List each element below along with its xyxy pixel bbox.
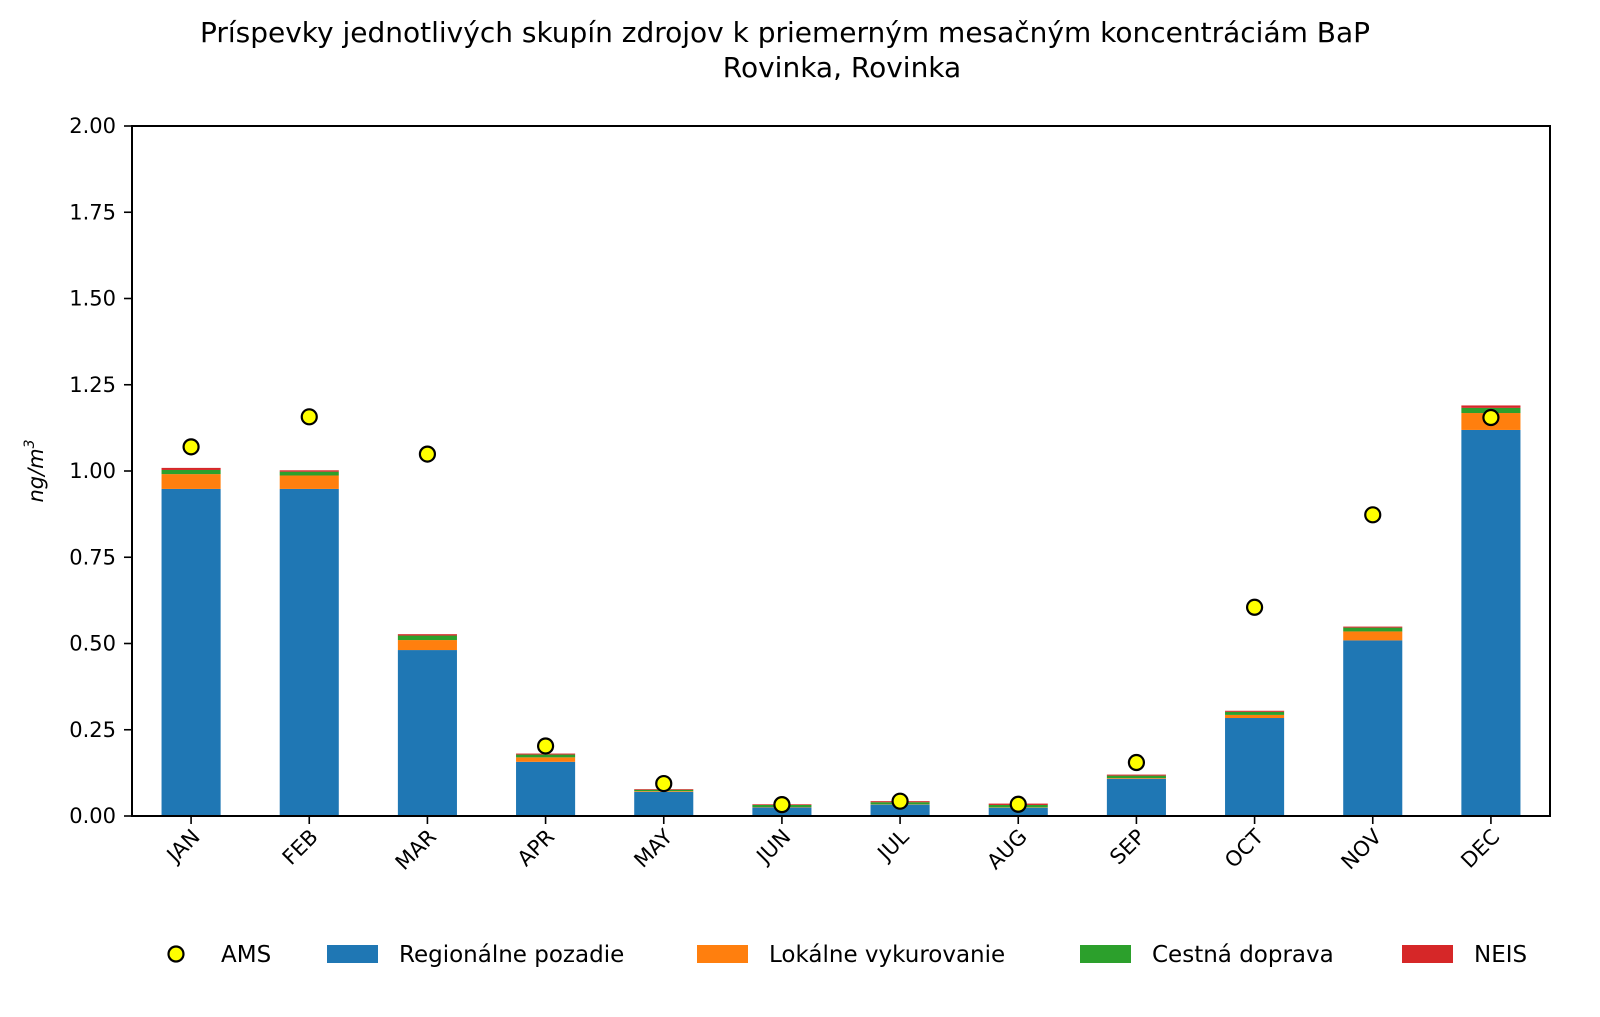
x-tick-label: AUG: [982, 825, 1032, 875]
y-tick-label: 0.75: [69, 545, 116, 569]
bar-segment-nov-0: [1343, 640, 1403, 816]
y-tick-label: 0.00: [69, 804, 116, 828]
bars-group: [161, 405, 1521, 816]
y-axis-label-text: ng/m: [24, 448, 48, 502]
bar-segment-nov-1: [1343, 631, 1403, 641]
ams-points-group: [182, 408, 1500, 814]
ams-point-sep: [1127, 753, 1146, 772]
y-tick-label: 1.75: [69, 200, 116, 224]
bar-segment-jan-1: [161, 474, 221, 489]
bar-segment-mar-1: [397, 640, 457, 651]
bar-segment-jan-0: [161, 488, 221, 816]
ams-point-jul: [891, 792, 909, 810]
x-tick-label: JUN: [751, 825, 796, 870]
ams-point-apr: [536, 737, 555, 755]
y-axis-label-superscript: 3: [22, 439, 38, 448]
ams-point-may: [655, 774, 673, 793]
bar-segment-feb-2: [279, 471, 339, 476]
bar-segment-apr-2: [516, 754, 576, 758]
bar-segment-nov-3: [1343, 626, 1403, 628]
y-tick-label: 1.00: [69, 459, 116, 483]
legend-swatch-2: [697, 945, 748, 963]
bar-segment-sep-2: [1106, 775, 1166, 779]
bar-segment-sep-3: [1106, 774, 1166, 776]
legend-marker-ams: [167, 945, 185, 963]
y-tick-label: 0.50: [69, 632, 116, 656]
ams-point-jun: [773, 796, 791, 814]
ams-point-oct: [1245, 598, 1264, 616]
bar-segment-sep-0: [1106, 778, 1166, 816]
bar-segment-mar-2: [397, 635, 457, 641]
x-tick-label: NOV: [1337, 824, 1387, 874]
legend-swatch-1: [327, 945, 378, 963]
x-tick-label: JUL: [872, 824, 914, 866]
y-axis: 0.00 0.25 0.50 0.75 1.00 1.25 1.50 1.75 2.00: [69, 114, 132, 828]
x-tick-label: FEB: [278, 825, 323, 870]
bar-segment-jul-0: [870, 804, 930, 816]
bar-segment-oct-3: [1225, 710, 1285, 712]
x-tick-label: MAR: [391, 825, 441, 875]
plot-frame: [131, 125, 1551, 817]
bar-segment-jan-3: [161, 467, 221, 470]
bar-segment-jan-2: [161, 469, 221, 475]
x-tick-label: OCT: [1220, 824, 1268, 872]
bar-segment-oct-1: [1225, 714, 1285, 719]
bar-segment-nov-2: [1343, 627, 1403, 632]
legend-swatch-3: [1080, 945, 1131, 963]
legend: AMS Regionálne pozadie Lokálne vykurovanie…: [167, 942, 1527, 968]
x-axis: JAN FEB MAR APR MAY JUN JUL AUG SEP OCT NOV DEC: [161, 816, 1504, 875]
legend-label-3: Cestná doprava: [1152, 942, 1334, 968]
x-tick-label: SEP: [1105, 825, 1150, 870]
legend-label-4: NEIS: [1474, 942, 1527, 968]
legend-label-1: Regionálne pozadie: [399, 942, 624, 968]
bar-segment-sep-1: [1106, 778, 1166, 779]
y-tick-label: 1.50: [69, 287, 116, 311]
legend-label-0: AMS: [221, 942, 271, 968]
bar-segment-oct-0: [1225, 718, 1285, 816]
bar-segment-apr-0: [516, 761, 576, 816]
chart-subtitle: Rovinka, Rovinka: [723, 51, 961, 84]
x-tick-label: JAN: [161, 825, 205, 869]
ams-point-dec: [1482, 408, 1500, 427]
ams-point-mar: [418, 445, 437, 463]
x-tick-label: MAY: [629, 824, 677, 872]
x-tick-label: DEC: [1456, 825, 1504, 873]
bar-segment-mar-0: [397, 650, 457, 816]
y-tick-label: 2.00: [69, 114, 116, 138]
ams-point-nov: [1364, 506, 1382, 524]
ams-point-aug: [1009, 795, 1027, 813]
x-tick-label: APR: [513, 825, 559, 871]
bar-segment-mar-3: [397, 634, 457, 636]
bar-segment-may-0: [634, 791, 694, 816]
legend-label-2: Lokálne vykurovanie: [769, 942, 1005, 968]
legend-swatch-4: [1402, 945, 1453, 963]
bar-segment-feb-1: [279, 475, 339, 489]
bar-segment-dec-3: [1461, 405, 1521, 408]
bar-segment-oct-2: [1225, 711, 1285, 715]
y-tick-label: 1.25: [69, 373, 116, 397]
bar-segment-apr-1: [516, 757, 576, 762]
ams-point-feb: [300, 408, 318, 426]
y-axis-label: ng/m3: [22, 439, 48, 502]
ams-point-jan: [182, 438, 200, 456]
bar-segment-feb-0: [279, 488, 339, 816]
y-tick-label: 0.25: [69, 718, 116, 742]
bar-segment-feb-3: [279, 470, 339, 472]
bar-segment-dec-0: [1461, 429, 1521, 816]
chart-title: Príspevky jednotlivých skupín zdrojov k …: [200, 16, 1370, 49]
